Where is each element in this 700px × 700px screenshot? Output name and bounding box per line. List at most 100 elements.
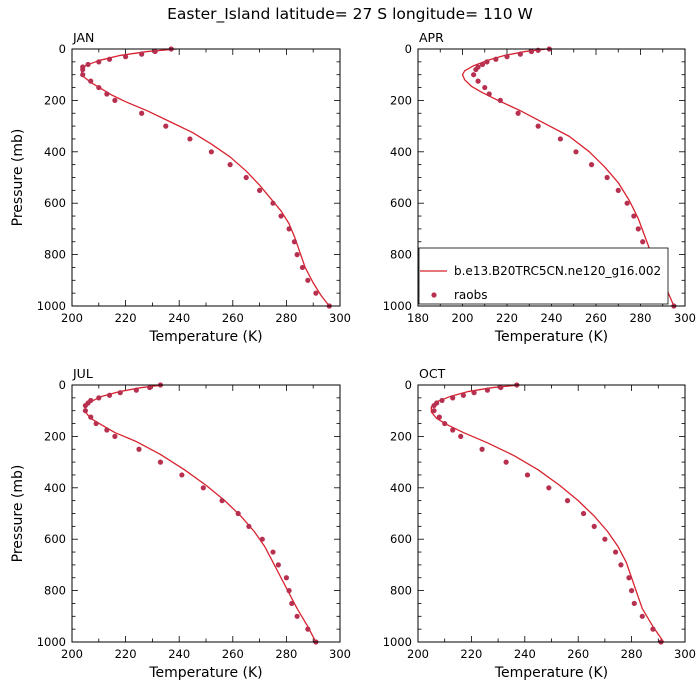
raobs-point <box>187 136 193 142</box>
x-tick-label: 240 <box>168 311 190 325</box>
panel-label-jul: JUL <box>72 366 93 381</box>
legend-marker-swatch <box>431 292 437 298</box>
raobs-point <box>618 562 624 568</box>
x-tick-label: 240 <box>514 647 536 661</box>
panel-label-jan: JAN <box>72 30 94 45</box>
raobs-point <box>624 200 630 206</box>
y-tick-label: 400 <box>390 481 412 495</box>
raobs-point <box>133 387 139 393</box>
raobs-point <box>294 252 300 258</box>
model-profile-line <box>80 49 330 306</box>
legend-box <box>418 247 669 305</box>
y-tick-label: 600 <box>44 532 66 546</box>
y-tick-label: 400 <box>390 145 412 159</box>
raobs-markers <box>80 46 332 309</box>
y-tick-label: 600 <box>44 196 66 210</box>
x-tick-label: 260 <box>222 647 244 661</box>
raobs-point <box>286 226 292 232</box>
raobs-point <box>139 110 145 116</box>
raobs-point <box>157 459 164 465</box>
raobs-point <box>515 110 521 116</box>
y-tick-label: 0 <box>405 42 412 56</box>
raobs-point <box>475 78 481 84</box>
y-tick-label: 200 <box>390 93 412 107</box>
raobs-point <box>482 84 488 91</box>
y-tick-label: 600 <box>390 196 412 210</box>
raobs-point <box>286 588 292 594</box>
x-tick-label: 280 <box>275 647 297 661</box>
raobs-point <box>460 392 466 398</box>
raobs-point <box>442 420 448 427</box>
raobs-point <box>305 277 311 283</box>
x-tick-label: 280 <box>630 311 652 325</box>
y-tick-label: 600 <box>390 532 412 546</box>
raobs-point <box>498 384 504 391</box>
x-axis-label: Temperature (K) <box>148 665 262 681</box>
plot-frame <box>71 48 341 307</box>
panel-label-apr: APR <box>419 30 444 45</box>
raobs-point <box>650 626 656 632</box>
raobs-point <box>471 72 477 78</box>
x-tick-label: 260 <box>585 311 607 325</box>
raobs-point <box>283 575 289 581</box>
raobs-point <box>557 136 564 142</box>
y-tick-label: 0 <box>405 378 412 392</box>
raobs-markers <box>471 46 677 309</box>
raobs-point <box>259 536 265 542</box>
panel-apr: 180 200 220 240 260 280 300 0 200 400 600 800 1000 Te… <box>383 30 696 345</box>
raobs-point <box>80 72 86 78</box>
raobs-point <box>471 390 477 396</box>
raobs-point <box>208 149 214 155</box>
raobs-point <box>278 213 284 219</box>
x-tick-label: 220 <box>115 647 137 661</box>
raobs-point <box>535 123 541 129</box>
y-tick-label: 800 <box>44 248 66 262</box>
raobs-point <box>473 66 479 73</box>
raobs-point <box>246 523 252 529</box>
raobs-point <box>504 54 510 60</box>
raobs-point <box>96 395 102 401</box>
raobs-point <box>635 226 641 232</box>
legend-label-raobs: raobs <box>454 288 488 302</box>
raobs-point <box>117 390 123 396</box>
y-axis-label: Pressure (mb) <box>10 465 26 563</box>
raobs-point <box>436 414 442 420</box>
raobs-point <box>631 600 637 607</box>
raobs-point <box>85 61 91 68</box>
raobs-point <box>524 472 531 478</box>
raobs-point <box>299 264 306 271</box>
raobs-point <box>82 408 88 414</box>
raobs-point <box>96 84 102 91</box>
y-axis-label: Pressure (mb) <box>10 129 26 227</box>
model-profile-line <box>430 385 665 642</box>
raobs-point <box>458 433 464 439</box>
x-tick-label: 200 <box>61 647 83 661</box>
raobs-point <box>486 91 492 97</box>
raobs-point <box>289 600 295 607</box>
raobs-point <box>546 485 552 491</box>
panels: 200 220 240 260 280 300 0 200 400 600 800 1000 Tempe… <box>10 30 696 681</box>
raobs-markers <box>82 382 319 645</box>
x-axis-label: Temperature (K) <box>148 329 262 345</box>
y-tick-label: 1000 <box>383 299 412 313</box>
y-tick-label: 1000 <box>37 635 66 649</box>
raobs-point <box>112 433 118 439</box>
raobs-point <box>235 510 241 517</box>
raobs-point <box>291 239 298 245</box>
panel-oct: 200 220 240 260 280 300 0 200 400 600 800 1000 Tempe… <box>383 366 696 681</box>
raobs-markers <box>431 382 664 645</box>
raobs-point <box>96 59 102 65</box>
raobs-point <box>88 414 94 420</box>
raobs-point <box>200 485 206 491</box>
x-axis-label: Temperature (K) <box>494 329 608 345</box>
y-tick-label: 1000 <box>37 299 66 313</box>
y-tick-label: 800 <box>390 248 412 262</box>
raobs-point <box>88 78 94 84</box>
raobs-point <box>123 54 129 60</box>
raobs-point <box>275 562 281 568</box>
raobs-point <box>219 498 225 504</box>
plot-frame <box>417 384 686 643</box>
y-tick-label: 1000 <box>383 635 412 649</box>
raobs-point <box>580 510 587 517</box>
raobs-point <box>604 174 610 181</box>
